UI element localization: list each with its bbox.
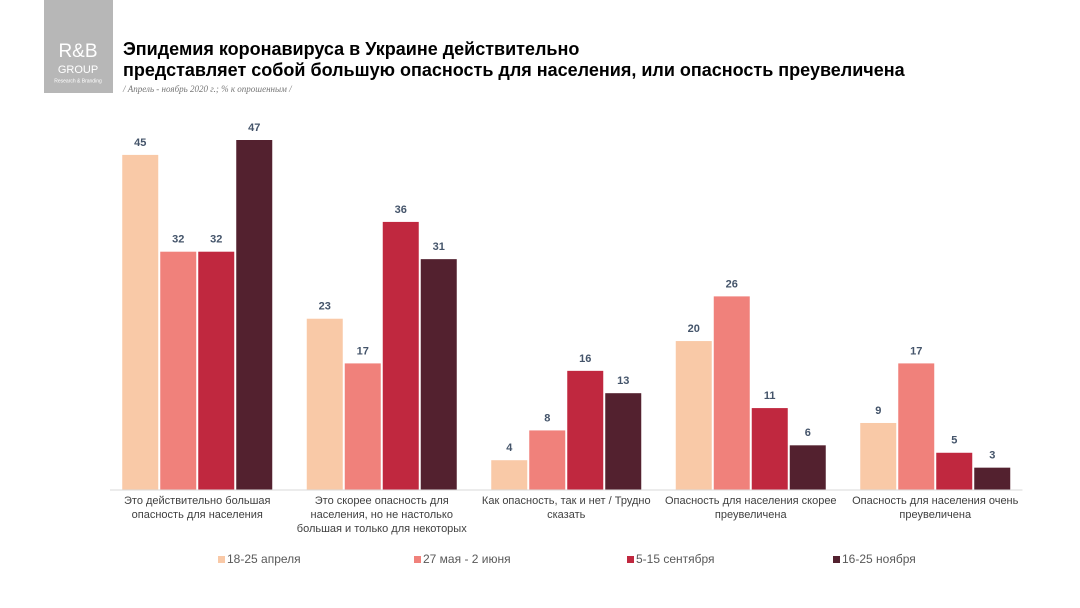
legend-label: 27 мая - 2 июня xyxy=(423,552,511,566)
category-label: Это скорее опасность для населения, но н… xyxy=(296,495,467,535)
bar xyxy=(713,296,750,490)
value-label: 36 xyxy=(395,204,407,216)
bar xyxy=(529,430,566,490)
chart-title: представляет собой большую опасность для… xyxy=(123,60,906,80)
value-label: 13 xyxy=(617,375,629,387)
value-label: 17 xyxy=(910,345,922,357)
value-label: 8 xyxy=(544,412,550,424)
bar xyxy=(789,445,826,490)
chart-subtitle: / Апрель - ноябрь 2020 г.; % к опрошенны… xyxy=(122,84,293,94)
value-label: 31 xyxy=(433,241,445,253)
value-label: 47 xyxy=(248,122,260,134)
legend-label: 18-25 апреля xyxy=(227,552,301,566)
bar xyxy=(491,460,528,490)
value-label: 5 xyxy=(951,435,957,447)
legend-marker xyxy=(414,556,421,563)
category-label: Это действительно большая опасность для … xyxy=(124,495,271,521)
value-label: 6 xyxy=(805,427,811,439)
bar xyxy=(306,318,343,490)
legend-label: 16-25 ноября xyxy=(842,552,916,566)
chart-title: Эпидемия коронавируса в Украине действит… xyxy=(123,39,579,59)
legend-marker xyxy=(833,556,840,563)
bar xyxy=(751,408,788,490)
value-label: 45 xyxy=(134,137,146,149)
legend-label: 5-15 сентября xyxy=(636,552,715,566)
category-label: Опасность для населения скорее преувелич… xyxy=(664,495,837,521)
value-label: 20 xyxy=(688,323,700,335)
value-label: 4 xyxy=(506,442,513,454)
bar xyxy=(860,422,897,490)
bar xyxy=(344,363,381,490)
bar xyxy=(675,341,712,490)
category-label: Опасность для населения очень преувеличе… xyxy=(852,495,1019,521)
value-label: 11 xyxy=(764,390,776,402)
bar xyxy=(974,467,1011,490)
value-label: 17 xyxy=(357,345,369,357)
bar xyxy=(936,452,973,490)
logo-tagline: Research & Branding xyxy=(54,78,102,84)
legend-marker xyxy=(218,556,225,563)
bar xyxy=(160,251,197,490)
bar xyxy=(236,140,273,490)
category-label: Как опасность, так и нет / Трудно сказат… xyxy=(481,495,651,521)
bar xyxy=(382,221,419,490)
value-label: 3 xyxy=(989,450,995,462)
legend-marker xyxy=(627,556,634,563)
bar xyxy=(122,154,159,490)
value-label: 32 xyxy=(172,234,184,246)
value-label: 32 xyxy=(210,234,222,246)
logo-box xyxy=(44,0,113,93)
bar xyxy=(605,393,642,490)
logo-group: GROUP xyxy=(58,64,98,76)
bar xyxy=(198,251,235,490)
bar xyxy=(567,370,604,490)
value-label: 23 xyxy=(319,301,331,313)
value-label: 9 xyxy=(875,405,881,417)
logo-name: R&B xyxy=(58,41,97,62)
bar xyxy=(898,363,935,490)
bar xyxy=(420,259,457,490)
value-label: 26 xyxy=(726,278,738,290)
value-label: 16 xyxy=(579,353,591,365)
